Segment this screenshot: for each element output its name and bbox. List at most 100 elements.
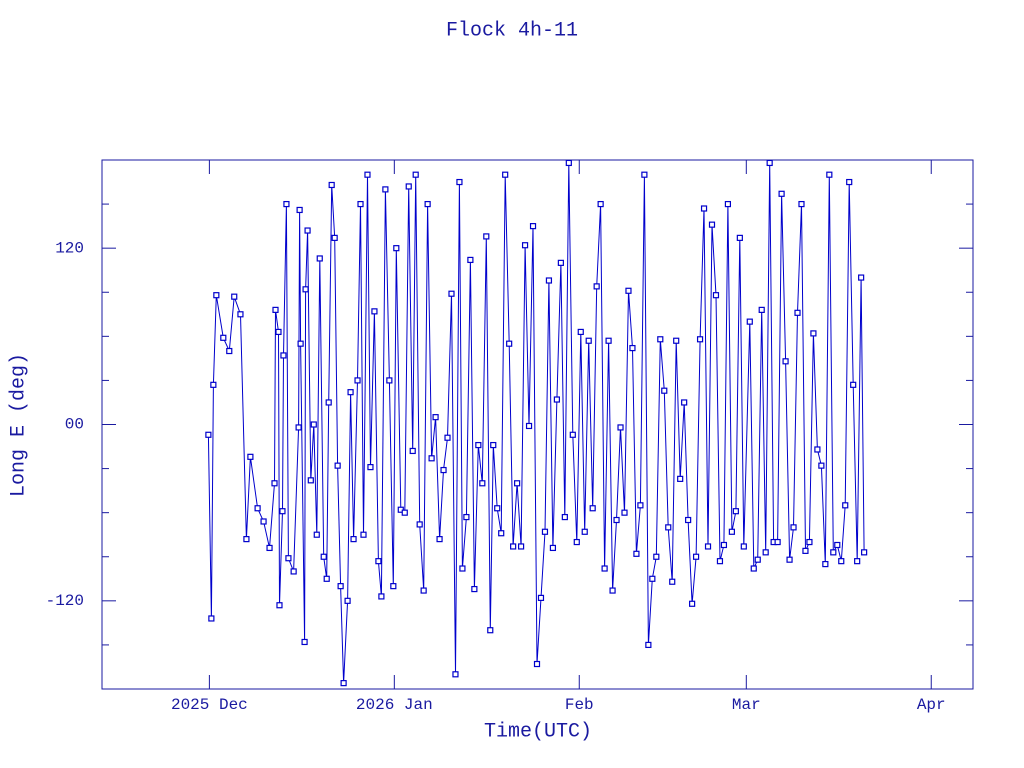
data-marker	[502, 171, 509, 178]
x-tick-label: 2026 Jan	[356, 696, 433, 714]
data-marker	[475, 441, 482, 449]
data-marker	[593, 283, 600, 290]
data-marker	[561, 513, 568, 521]
data-marker	[641, 171, 648, 178]
data-marker	[842, 502, 849, 509]
data-marker	[790, 524, 797, 531]
data-marker	[581, 528, 588, 535]
data-marker	[850, 381, 857, 388]
y-tick-label: 120	[55, 239, 84, 257]
data-marker	[818, 462, 825, 469]
data-marker	[364, 171, 371, 178]
data-marker	[537, 594, 545, 601]
data-marker	[700, 205, 708, 212]
data-marker	[810, 330, 817, 337]
data-marker	[297, 340, 304, 347]
data-marker	[483, 233, 490, 240]
data-marker	[331, 234, 338, 241]
data-marker	[323, 575, 330, 582]
data-marker	[838, 558, 845, 565]
data-marker	[213, 292, 220, 299]
data-marker	[510, 543, 517, 550]
data-marker	[357, 200, 364, 208]
data-marker	[834, 541, 841, 549]
data-marker	[360, 531, 367, 538]
data-marker	[858, 274, 865, 281]
data-marker	[589, 505, 596, 512]
data-marker	[279, 508, 286, 515]
data-marker	[517, 543, 525, 550]
data-marker	[673, 337, 680, 344]
data-marker	[609, 587, 616, 594]
data-marker	[605, 337, 612, 344]
data-marker	[205, 431, 212, 438]
data-marker	[740, 543, 747, 550]
data-marker	[436, 536, 443, 543]
data-marker	[340, 680, 347, 687]
data-marker	[386, 377, 393, 384]
data-marker	[310, 421, 317, 428]
data-marker	[452, 671, 459, 678]
data-marker	[405, 183, 412, 190]
data-marker	[653, 553, 660, 560]
data-marker	[498, 530, 505, 537]
data-marker	[621, 509, 628, 516]
data-marker	[814, 446, 821, 453]
data-marker	[681, 399, 688, 406]
x-tick-label: 2025 Dec	[171, 696, 248, 714]
x-axis-label: Time(UTC)	[484, 720, 592, 743]
y-tick-label: 00	[65, 416, 84, 434]
data-marker	[208, 615, 215, 622]
data-marker	[375, 558, 382, 565]
data-marker	[720, 541, 728, 549]
data-marker	[685, 516, 692, 524]
data-marker	[724, 200, 732, 208]
data-marker	[525, 422, 533, 430]
data-marker	[337, 583, 344, 590]
data-marker	[736, 234, 743, 241]
x-tick-label: Mar	[732, 696, 761, 714]
data-marker	[313, 531, 320, 538]
data-marker	[459, 565, 466, 572]
data-marker	[412, 171, 419, 178]
data-marker	[728, 528, 735, 535]
data-marker	[347, 389, 354, 396]
data-marker	[830, 549, 837, 556]
data-marker	[778, 190, 785, 197]
data-marker	[806, 538, 813, 546]
data-marker	[514, 480, 521, 487]
data-marker	[549, 544, 557, 552]
data-marker	[440, 466, 447, 474]
data-marker	[657, 336, 664, 343]
data-marker	[758, 306, 765, 313]
data-marker	[617, 424, 624, 431]
data-marker	[565, 160, 572, 167]
data-marker	[444, 434, 451, 441]
data-marker	[420, 587, 427, 594]
data-marker	[285, 555, 292, 562]
data-marker	[487, 627, 494, 634]
x-tick-label: Apr	[917, 696, 946, 714]
data-marker	[754, 556, 761, 563]
data-marker	[354, 377, 361, 384]
data-marker	[471, 585, 478, 593]
data-marker	[625, 287, 632, 294]
plot-area	[205, 160, 868, 687]
data-marker	[689, 600, 696, 607]
data-marker	[573, 538, 580, 546]
data-marker	[367, 464, 374, 471]
data-marker	[290, 568, 297, 575]
data-marker	[633, 550, 640, 557]
data-marker	[350, 536, 357, 543]
data-marker	[371, 308, 378, 315]
data-marker	[826, 171, 833, 178]
data-marker	[432, 414, 439, 421]
data-marker	[490, 441, 497, 449]
data-marker	[382, 186, 389, 193]
data-marker	[226, 347, 233, 355]
data-marker	[794, 309, 801, 316]
data-marker	[696, 336, 704, 343]
data-marker	[271, 480, 278, 487]
